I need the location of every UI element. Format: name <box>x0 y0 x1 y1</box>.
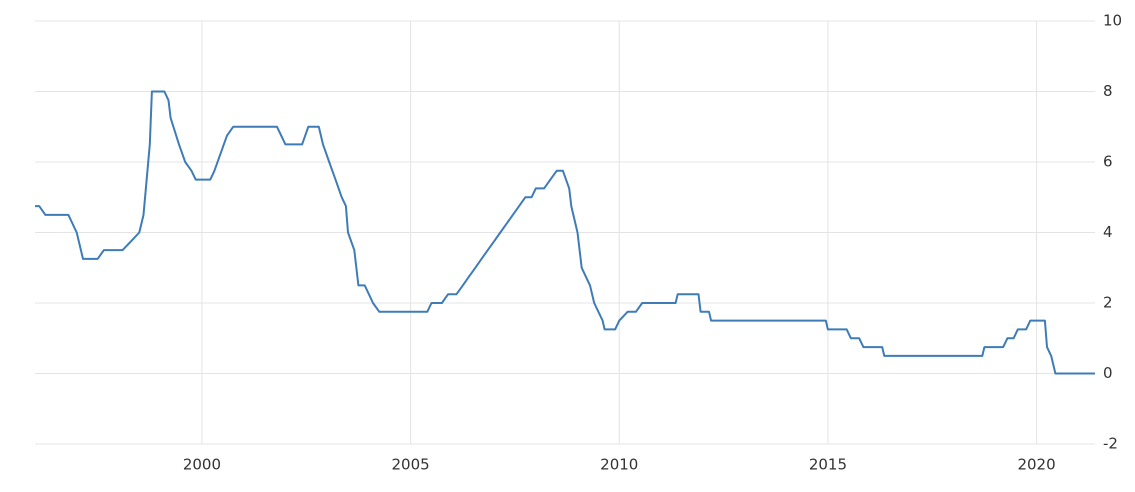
y-tick-label: 0 <box>1103 364 1113 382</box>
y-tick-label: 8 <box>1103 82 1113 100</box>
y-tick-label: 4 <box>1103 223 1113 241</box>
x-tick-label: 2020 <box>1017 456 1055 474</box>
line-series <box>35 90 1095 375</box>
x-tick-label: 2000 <box>183 456 221 474</box>
x-tick-label: 2010 <box>600 456 638 474</box>
y-tick-label: 6 <box>1103 153 1113 171</box>
y-tick-label: 10 <box>1103 12 1122 30</box>
y-tick-label: -2 <box>1103 435 1118 453</box>
y-tick-label: 2 <box>1103 294 1113 312</box>
x-tick-label: 2005 <box>391 456 429 474</box>
x-tick-label: 2015 <box>809 456 847 474</box>
